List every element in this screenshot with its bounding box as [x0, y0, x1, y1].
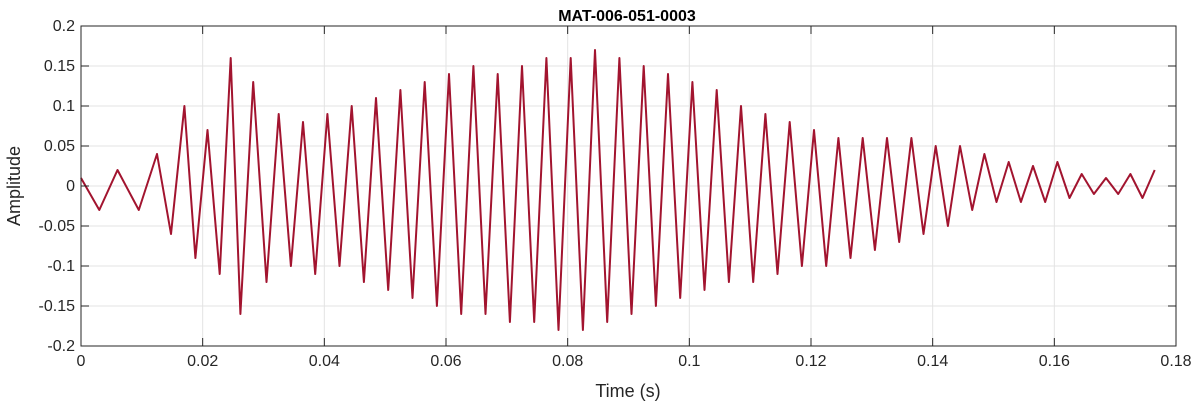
y-tick-label: -0.2 — [47, 338, 75, 355]
x-tick-label: 0.16 — [1039, 353, 1070, 370]
signal-line — [80, 49, 1156, 331]
x-tick-label: 0.02 — [187, 353, 218, 370]
y-tick-label: 0.2 — [53, 18, 75, 35]
y-tick-label: -0.15 — [39, 298, 76, 315]
y-tick-label: 0 — [66, 178, 75, 195]
y-tick-label: -0.1 — [47, 258, 75, 275]
x-axis-ticks: 0 0.02 0.04 0.06 0.08 0.1 0.12 0.14 0.16 0.18 — [77, 26, 1192, 370]
x-tick-label: 0.1 — [678, 353, 700, 370]
chart-title: MAT-006-051-0003 — [558, 8, 696, 25]
x-tick-label: 0.08 — [552, 353, 583, 370]
y-tick-label: 0.1 — [53, 98, 75, 115]
x-tick-label: 0.18 — [1160, 353, 1191, 370]
series-group — [80, 49, 1156, 331]
x-tick-label: 0 — [77, 353, 86, 370]
x-tick-label: 0.04 — [309, 353, 340, 370]
x-axis-label: Time (s) — [595, 381, 660, 401]
y-tick-label: 0.15 — [44, 58, 75, 75]
y-axis-ticks: -0.2 -0.15 -0.1 -0.05 0 0.05 0.1 0.15 0.2 — [39, 18, 1176, 355]
x-tick-label: 0.14 — [917, 353, 948, 370]
y-axis-label: Amplitude — [4, 146, 24, 226]
y-tick-label: -0.05 — [39, 218, 76, 235]
y-tick-label: 0.05 — [44, 138, 75, 155]
x-tick-label: 0.06 — [430, 353, 461, 370]
x-tick-label: 0.12 — [795, 353, 826, 370]
